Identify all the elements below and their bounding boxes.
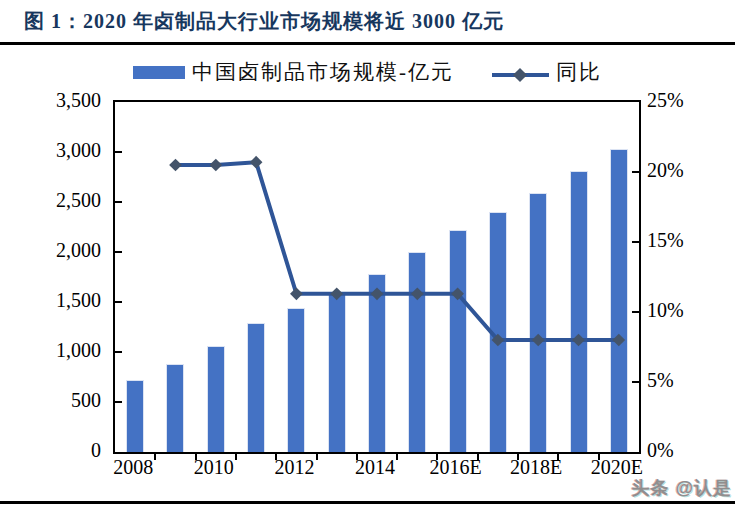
bar — [368, 274, 386, 452]
x-axis-tick — [154, 454, 156, 460]
left-axis-label: 0 — [0, 438, 101, 462]
left-axis-tick — [115, 401, 122, 403]
bar — [529, 193, 547, 452]
bar — [489, 212, 507, 452]
right-axis-tick — [632, 241, 639, 243]
right-axis-tick — [632, 311, 639, 313]
right-axis-label: 15% — [647, 228, 727, 252]
diamond-marker — [209, 159, 222, 172]
left-axis-label: 3,500 — [0, 88, 101, 112]
x-axis-label: 2018E — [510, 456, 562, 479]
x-axis-label: 2012 — [274, 456, 314, 479]
left-axis-tick — [115, 201, 122, 203]
x-axis-tick — [316, 454, 318, 460]
bar — [247, 323, 265, 452]
report-figure: 图 1：2020 年卤制品大行业市场规模将近 3000 亿元 中国卤制品市场规模… — [0, 0, 735, 513]
legend-line-label: 同比 — [556, 58, 602, 86]
diamond-marker — [250, 156, 263, 169]
left-axis-label: 1,000 — [0, 338, 101, 362]
x-axis-tick — [396, 454, 398, 460]
bar — [570, 171, 588, 452]
bar — [449, 230, 467, 452]
right-axis-tick — [632, 171, 639, 173]
left-axis-label: 2,500 — [0, 188, 101, 212]
line-diamond-icon — [492, 67, 549, 83]
right-axis-tick — [632, 381, 639, 383]
x-axis-label: 2020E — [591, 456, 643, 479]
left-axis-tick — [115, 351, 122, 353]
diamond-marker — [290, 287, 303, 300]
line-series-swatch — [492, 64, 549, 80]
legend-bar-label: 中国卤制品市场规模-亿元 — [192, 58, 454, 86]
x-axis-label: 2008 — [113, 456, 153, 479]
x-axis-label: 2010 — [194, 456, 234, 479]
figure-title: 图 1：2020 年卤制品大行业市场规模将近 3000 亿元 — [24, 8, 504, 35]
right-axis-label: 20% — [647, 158, 727, 182]
x-axis-label: 2016E — [430, 456, 482, 479]
watermark: 头条 @认是 — [631, 476, 732, 500]
bar — [287, 308, 305, 452]
bar — [126, 380, 144, 452]
right-axis-label: 0% — [647, 438, 727, 462]
bottom-divider — [0, 501, 735, 504]
left-axis-label: 3,000 — [0, 138, 101, 162]
bar — [207, 346, 225, 452]
bar — [328, 293, 346, 452]
title-divider — [0, 42, 735, 45]
legend-item-market-size: 中国卤制品市场规模-亿元 — [133, 58, 454, 86]
right-axis-label: 10% — [647, 298, 727, 322]
x-axis-label: 2014 — [355, 456, 395, 479]
bar-series-swatch — [133, 66, 185, 79]
diamond-marker — [169, 159, 182, 172]
left-axis-tick — [115, 151, 122, 153]
x-axis-tick — [235, 454, 237, 460]
left-axis-label: 1,500 — [0, 288, 101, 312]
left-axis-label: 2,000 — [0, 238, 101, 262]
legend-item-yoy: 同比 — [492, 58, 602, 86]
right-axis-label: 25% — [647, 88, 727, 112]
right-axis-label: 5% — [647, 368, 727, 392]
bar — [408, 252, 426, 452]
chart-legend: 中国卤制品市场规模-亿元 同比 — [0, 58, 735, 86]
bar — [610, 149, 628, 452]
left-axis-tick — [115, 251, 122, 253]
bar — [166, 364, 184, 452]
left-axis-tick — [115, 301, 122, 303]
plot-area — [113, 100, 641, 454]
left-axis-label: 500 — [0, 388, 101, 412]
